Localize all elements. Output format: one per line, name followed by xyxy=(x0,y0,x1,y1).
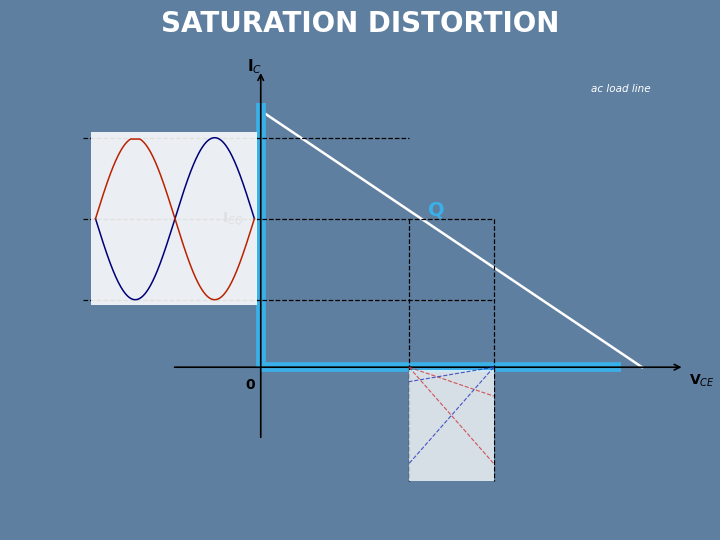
Text: 0: 0 xyxy=(246,378,255,392)
Text: V$_{CE}$: V$_{CE}$ xyxy=(688,373,714,389)
Bar xyxy=(91,132,256,305)
Text: SATURATION DISTORTION: SATURATION DISTORTION xyxy=(161,10,559,38)
Text: Q: Q xyxy=(428,201,445,220)
Text: I$_C$: I$_C$ xyxy=(247,57,262,76)
Bar xyxy=(409,370,494,481)
Text: ac load line: ac load line xyxy=(591,84,651,94)
Text: I$_{CQ}$: I$_{CQ}$ xyxy=(222,210,244,227)
